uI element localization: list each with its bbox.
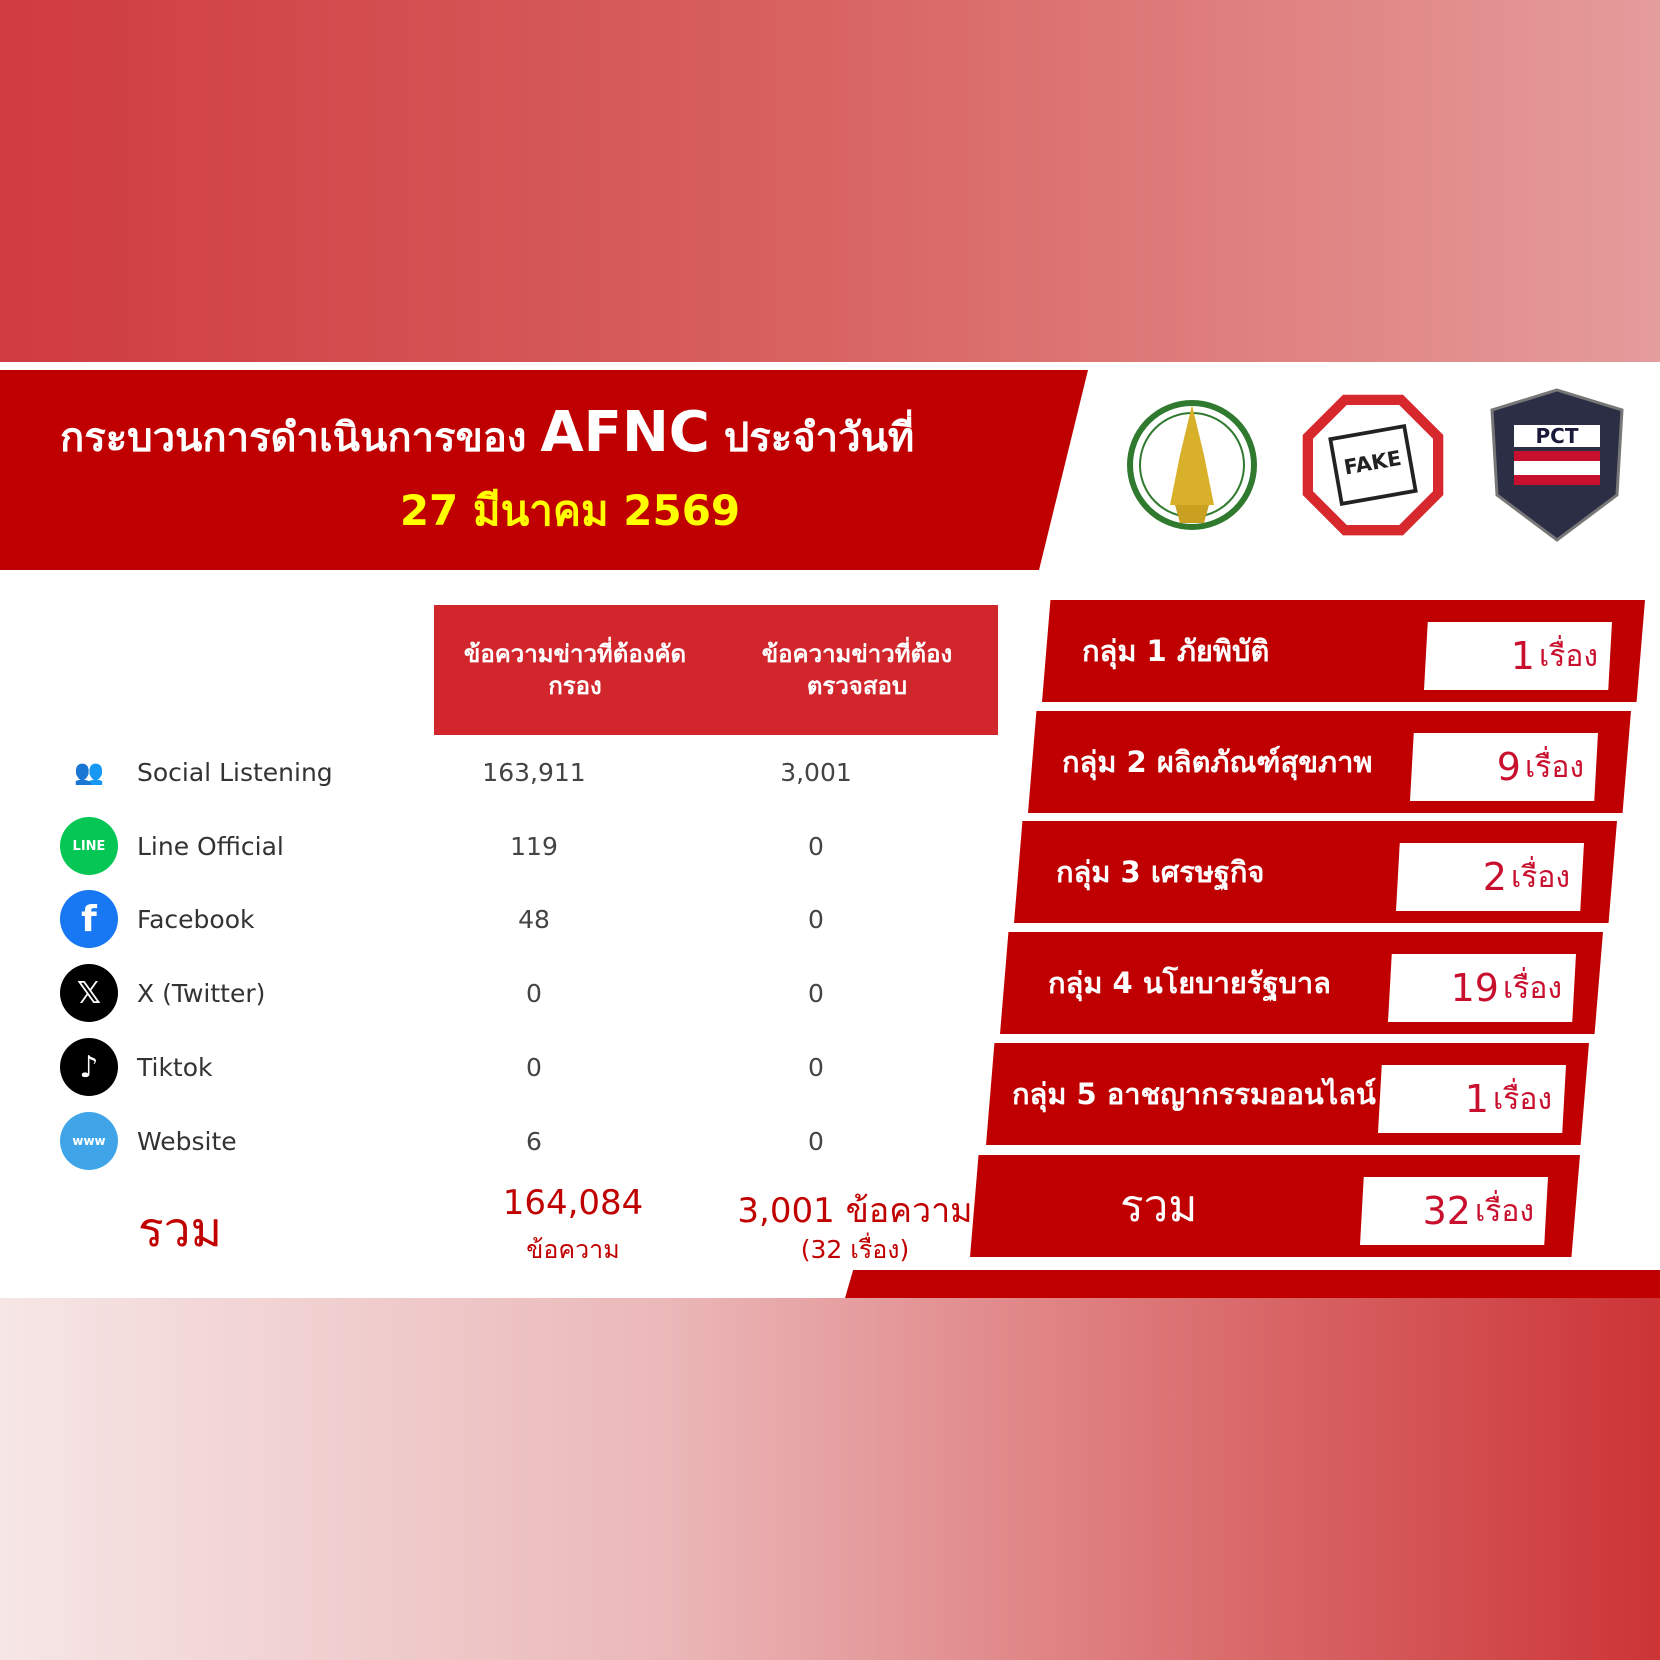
table-header: ข้อความข่าวที่ต้องคัดกรอง ข้อความข่าวที่… — [434, 605, 998, 735]
category-count-box: 2 เรื่อง — [1396, 843, 1584, 911]
bottom-red-strip — [845, 1270, 1660, 1298]
table-row: 𝕏 X (Twitter) 0 0 — [60, 963, 1000, 1023]
header-verify: ข้อความข่าวที่ต้องตรวจสอบ — [761, 639, 953, 700]
title-banner — [0, 370, 1088, 570]
category-label: กลุ่ม 2 ผลิตภัณฑ์สุขภาพ — [1062, 745, 1373, 779]
title-suffix: ประจำวันที่ — [723, 415, 915, 461]
svg-text:PCT: PCT — [1536, 424, 1579, 448]
screened-value: 0 — [526, 1052, 542, 1082]
total-label: รวม — [137, 1202, 223, 1258]
category-group-4: กลุ่ม 4 นโยบายรัฐบาล 19 เรื่อง — [1000, 932, 1603, 1034]
source-name: Facebook — [137, 904, 255, 934]
tiktok-icon: ♪ — [60, 1038, 118, 1096]
title-brand: AFNC — [540, 400, 710, 465]
total-screened: 164,084 — [502, 1183, 644, 1223]
table-row: ♪ Tiktok 0 0 — [60, 1037, 1000, 1097]
line-icon: LINE — [60, 817, 118, 875]
category-label: กลุ่ม 4 นโยบายรัฐบาล — [1048, 966, 1331, 1000]
category-unit: เรื่อง — [1510, 859, 1570, 895]
header-screened: ข้อความข่าวที่ต้องคัดกรอง — [463, 639, 687, 700]
category-unit: เรื่อง — [1474, 1193, 1534, 1229]
category-count: 9 — [1496, 745, 1521, 789]
source-name: Social Listening — [137, 757, 333, 787]
table-row: f Facebook 48 0 — [60, 889, 1000, 949]
top-background — [0, 0, 1660, 362]
total-screened-unit: ข้อความ — [526, 1235, 620, 1264]
category-group-5: กลุ่ม 5 อาชญากรรมออนไลน์ 1 เรื่อง — [986, 1043, 1589, 1145]
website-icon: www — [60, 1112, 118, 1170]
total-verify-sub: (32 เรื่อง) — [800, 1235, 910, 1264]
verify-value: 0 — [808, 1126, 824, 1156]
table-row: LINE Line Official 119 0 — [60, 816, 1000, 876]
category-count: 1 — [1464, 1077, 1489, 1121]
screened-value: 0 — [526, 978, 542, 1008]
verify-value: 0 — [808, 978, 824, 1008]
category-count: 32 — [1422, 1189, 1471, 1233]
social-listening-icon: 👥 — [60, 743, 118, 801]
bottom-background — [0, 1298, 1660, 1660]
category-count: 1 — [1510, 634, 1535, 678]
category-group-2: กลุ่ม 2 ผลิตภัณฑ์สุขภาพ 9 เรื่อง — [1028, 711, 1631, 813]
category-count: 19 — [1450, 966, 1499, 1010]
x-twitter-icon: 𝕏 — [60, 964, 118, 1022]
anti-fake-news-logo: FAKE — [1302, 394, 1444, 536]
category-count-box: 19 เรื่อง — [1388, 954, 1576, 1022]
total-verify: 3,001 ข้อความ — [737, 1191, 973, 1231]
table-row: 👥 Social Listening 163,911 3,001 — [60, 742, 1000, 802]
category-count-box: 32 เรื่อง — [1360, 1177, 1548, 1245]
category-count: 2 — [1482, 855, 1507, 899]
title-text: กระบวนการดำเนินการของ — [60, 415, 527, 461]
verify-value: 0 — [808, 831, 824, 861]
source-name: Line Official — [137, 831, 284, 861]
category-total-label: รวม — [1120, 1181, 1198, 1232]
category-unit: เรื่อง — [1492, 1081, 1552, 1117]
category-label: กลุ่ม 5 อาชญากรรมออนไลน์ — [1012, 1077, 1376, 1111]
category-unit: เรื่อง — [1538, 638, 1598, 674]
verify-value: 0 — [808, 904, 824, 934]
screened-value: 163,911 — [482, 757, 586, 787]
category-label: กลุ่ม 3 เศรษฐกิจ — [1056, 855, 1265, 889]
screened-value: 119 — [510, 831, 558, 861]
report-date: 27 มีนาคม 2569 — [399, 486, 741, 535]
category-group-1: กลุ่ม 1 ภัยพิบัติ 1 เรื่อง — [1042, 600, 1645, 702]
category-count-box: 9 เรื่อง — [1410, 733, 1598, 801]
category-total: รวม 32 เรื่อง — [970, 1155, 1580, 1257]
category-group-3: กลุ่ม 3 เศรษฐกิจ 2 เรื่อง — [1014, 821, 1617, 923]
source-name: Tiktok — [137, 1052, 213, 1082]
category-unit: เรื่อง — [1524, 749, 1584, 785]
category-label: กลุ่ม 1 ภัยพิบัติ — [1082, 634, 1270, 668]
table-row: www Website 6 0 — [60, 1111, 1000, 1171]
source-name: Website — [137, 1126, 237, 1156]
page-title: กระบวนการดำเนินการของ AFNC ประจำวันที่ — [60, 400, 914, 469]
facebook-icon: f — [60, 890, 118, 948]
verify-value: 3,001 — [780, 757, 852, 787]
pct-logo: PCT — [1490, 388, 1624, 542]
category-count-box: 1 เรื่อง — [1378, 1065, 1566, 1133]
verify-value: 0 — [808, 1052, 824, 1082]
category-count-box: 1 เรื่อง — [1424, 622, 1612, 690]
screened-value: 6 — [526, 1126, 542, 1156]
ministry-digital-economy-logo — [1127, 400, 1257, 530]
screened-value: 48 — [518, 904, 550, 934]
source-name: X (Twitter) — [137, 978, 266, 1008]
category-unit: เรื่อง — [1502, 970, 1562, 1006]
